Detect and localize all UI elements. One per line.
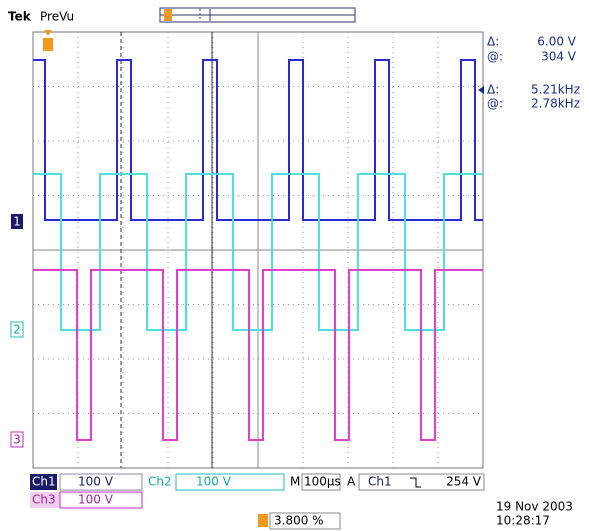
ch1-name: Ch1 <box>32 475 56 489</box>
ch2-scale: 100 V <box>196 475 232 489</box>
ch1-box <box>59 473 143 491</box>
cursor-arrow <box>478 86 484 94</box>
ch3-name: Ch3 <box>32 493 56 507</box>
mode: PreVu <box>40 10 74 24</box>
trigger-position: 3.800 % <box>274 514 324 528</box>
ch2-box <box>175 473 285 491</box>
readout-label: Δ: <box>487 83 499 97</box>
readout-value: 304 V <box>541 50 577 64</box>
timebase-box <box>301 473 341 491</box>
readout-label: Δ: <box>487 35 499 49</box>
ch3-marker <box>10 431 24 448</box>
trigger-source: Ch1 <box>368 475 392 489</box>
graticule <box>32 31 484 469</box>
readout-value: 2.78kHz <box>531 97 580 111</box>
trigger-position-box <box>269 512 341 530</box>
trigger-arrow <box>44 30 52 36</box>
ch1-marker-label: 1 <box>13 215 21 229</box>
brand: Tek <box>8 10 32 24</box>
readout-value: 6.00 V <box>537 35 577 49</box>
ch2-marker-label: 2 <box>13 323 21 337</box>
timebase-value: 100µs <box>304 475 341 489</box>
readout-label: @: <box>487 97 503 111</box>
trigger-box <box>358 473 485 491</box>
ch2-trace <box>33 173 483 331</box>
trigger-icon <box>258 514 268 527</box>
ch3-tag <box>30 492 60 508</box>
ch2-name: Ch2 <box>148 475 172 489</box>
ch1-marker <box>11 214 23 229</box>
ch2-marker <box>10 321 24 338</box>
readout-value: 5.21kHz <box>531 83 580 97</box>
trigger-level: 254 V <box>446 475 482 489</box>
trigger-slope <box>410 477 421 488</box>
trigger-icon <box>164 9 172 21</box>
trigger-label: A <box>347 475 356 489</box>
time: 10:28:17 <box>496 514 550 528</box>
timebase-label: M <box>290 475 300 489</box>
ch3-marker-label: 3 <box>13 433 21 447</box>
date: 19 Nov 2003 <box>496 500 573 514</box>
readout-label: @: <box>487 50 503 64</box>
trigger-icon <box>43 38 53 51</box>
ch3-scale: 100 V <box>78 493 114 507</box>
ch1-tag <box>30 474 57 490</box>
ch1-scale: 100 V <box>78 475 114 489</box>
ch3-trace <box>33 269 483 441</box>
waveforms <box>33 59 483 441</box>
ch1-trace <box>33 59 483 221</box>
ch3-box <box>59 491 143 509</box>
